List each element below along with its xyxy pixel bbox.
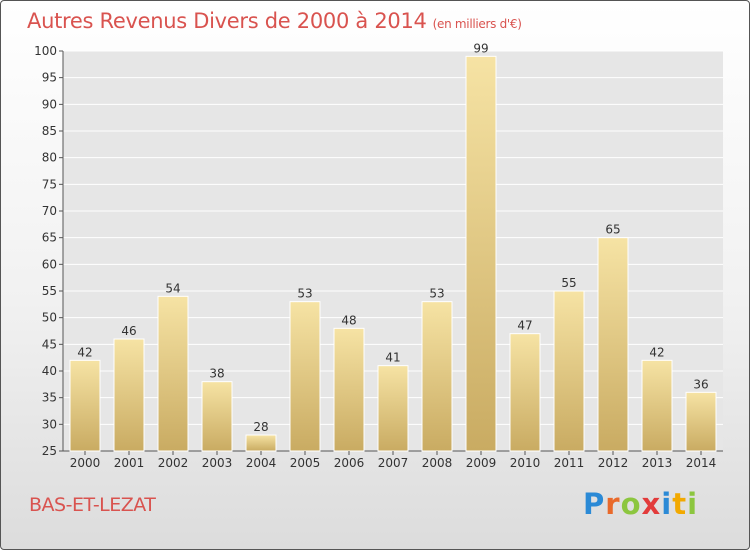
value-label: 28 [253,420,268,434]
proxiti-logo: Proxiti [583,487,698,521]
x-tick-label: 2001 [114,456,145,470]
y-tick-label: 25 [42,444,57,458]
commune-name: BAS-ET-LEZAT [29,494,156,516]
bar [201,381,233,452]
x-tick-label: 2009 [466,456,497,470]
value-label: 99 [473,41,488,55]
value-label: 53 [297,287,312,301]
logo-letter: x [641,487,662,521]
x-tick-label: 2010 [510,456,541,470]
bar [333,327,365,452]
bar [465,55,497,452]
x-tick-label: 2013 [642,456,673,470]
x-tick-label: 2005 [290,456,321,470]
bar [289,301,321,452]
bar [377,365,409,452]
value-label: 48 [341,313,356,327]
value-label: 38 [209,367,224,381]
value-label: 55 [561,276,576,290]
bar [641,359,673,452]
y-tick-label: 45 [42,337,57,351]
x-tick-label: 2002 [158,456,189,470]
value-label: 65 [605,223,620,237]
y-tick-label: 75 [42,177,57,191]
value-label: 53 [429,287,444,301]
bar [113,338,145,452]
logo-letter: i [661,487,673,521]
value-label: 41 [385,351,400,365]
bar [157,295,189,452]
bar [685,391,717,452]
x-tick-label: 2004 [246,456,277,470]
y-tick-label: 95 [42,71,57,85]
logo-letter: o [620,487,642,521]
y-tick-label: 35 [42,391,57,405]
logo-letter: P [583,487,606,521]
y-tick-label: 70 [42,204,57,218]
value-label: 54 [165,281,180,295]
bar [421,301,453,452]
y-tick-label: 40 [42,364,57,378]
y-tick-label: 85 [42,124,57,138]
title-text: Autres Revenus Divers de 2000 à 2014 [27,9,427,33]
x-tick-label: 2003 [202,456,233,470]
y-tick-label: 60 [42,257,57,271]
logo-letter: i [687,487,699,521]
value-label: 42 [649,345,664,359]
y-tick-label: 90 [42,97,57,111]
x-tick-label: 2006 [334,456,365,470]
bar [597,237,629,452]
bar [245,434,277,452]
y-tick-label: 50 [42,311,57,325]
value-label: 36 [693,377,708,391]
value-label: 46 [121,324,136,338]
y-tick-label: 65 [42,231,57,245]
bar [69,359,101,452]
value-label: 42 [77,345,92,359]
y-tick-label: 100 [34,44,57,58]
y-tick-label: 30 [42,417,57,431]
bar [509,333,541,452]
x-tick-label: 2014 [686,456,717,470]
x-tick-label: 2008 [422,456,453,470]
x-tick-label: 2012 [598,456,629,470]
value-label: 47 [517,319,532,333]
logo-letter: r [605,487,621,521]
x-tick-label: 2000 [70,456,101,470]
y-tick-label: 80 [42,151,57,165]
x-tick-label: 2011 [554,456,585,470]
logo-letter: t [672,487,688,521]
bar [553,290,585,452]
y-tick-label: 55 [42,284,57,298]
x-tick-label: 2007 [378,456,409,470]
chart-subtitle: (en milliers d'€) [432,17,522,31]
chart-title: Autres Revenus Divers de 2000 à 2014 (en … [27,9,522,33]
